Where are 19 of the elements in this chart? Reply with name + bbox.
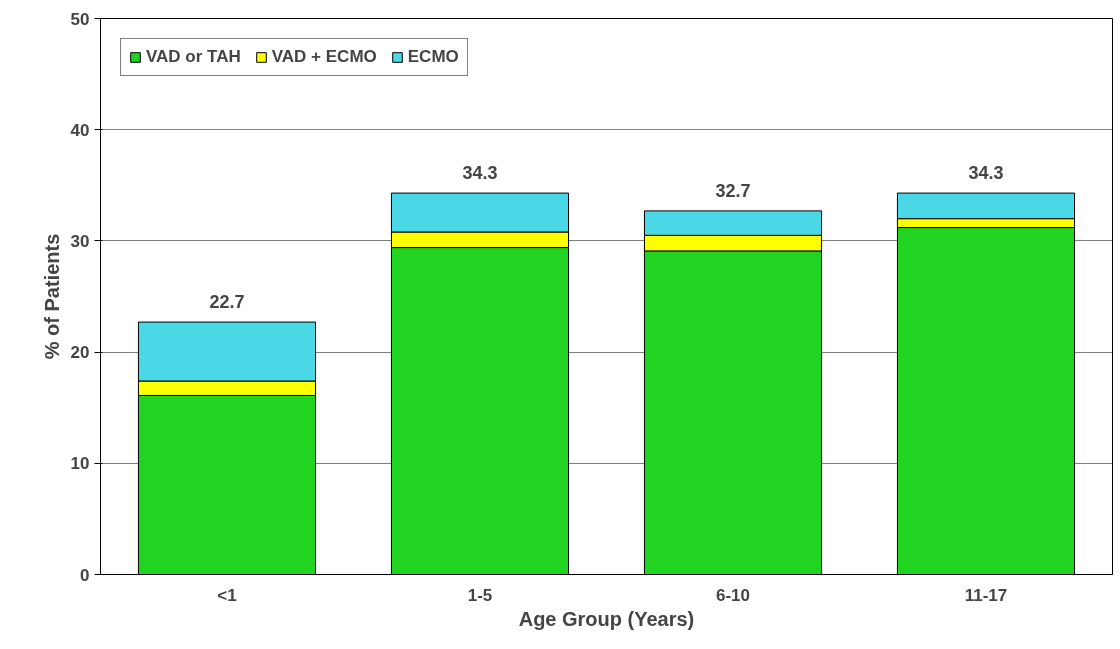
total-label: 22.7 <box>209 292 245 313</box>
x-tick-label: 11-17 <box>964 585 1008 605</box>
x-tick-label: 6-10 <box>715 585 751 605</box>
y-tick-label: 50 <box>70 9 90 29</box>
total-label: 34.3 <box>462 163 498 184</box>
x-tick-label: 1-5 <box>467 585 493 605</box>
y-tick-label: 10 <box>70 454 90 474</box>
total-label: 34.3 <box>968 163 1004 184</box>
x-tick-label: <1 <box>217 585 237 605</box>
y-tick-label: 30 <box>70 231 90 251</box>
legend-label: ECMO <box>407 47 459 67</box>
y-axis-title: % of Patients <box>40 233 63 360</box>
y-tick-label: 20 <box>70 343 90 363</box>
x-axis-title: Age Group (Years) <box>518 607 695 630</box>
total-label: 32.7 <box>715 180 751 201</box>
y-tick-label: 40 <box>70 120 90 140</box>
legend-label: VAD + ECMO <box>271 47 377 67</box>
legend-label: VAD or TAH <box>146 47 241 67</box>
y-tick-label: 0 <box>80 565 90 585</box>
